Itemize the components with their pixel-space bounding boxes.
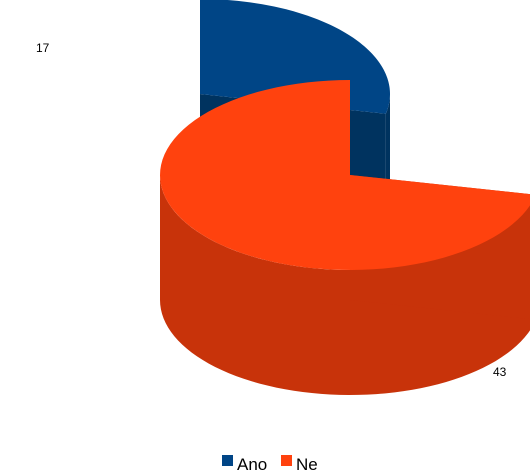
data-label-ano: 17 <box>36 41 50 55</box>
slice-ne-top <box>160 80 530 270</box>
slice-ne <box>160 80 530 395</box>
legend-label-ne: Ne <box>296 455 318 474</box>
legend: Ano Ne <box>222 455 318 474</box>
data-label-ne: 43 <box>493 365 507 379</box>
legend-swatch-ne <box>281 455 292 466</box>
legend-swatch-ano <box>222 455 233 466</box>
legend-label-ano: Ano <box>237 455 267 474</box>
slice-ne-wall <box>160 175 530 395</box>
